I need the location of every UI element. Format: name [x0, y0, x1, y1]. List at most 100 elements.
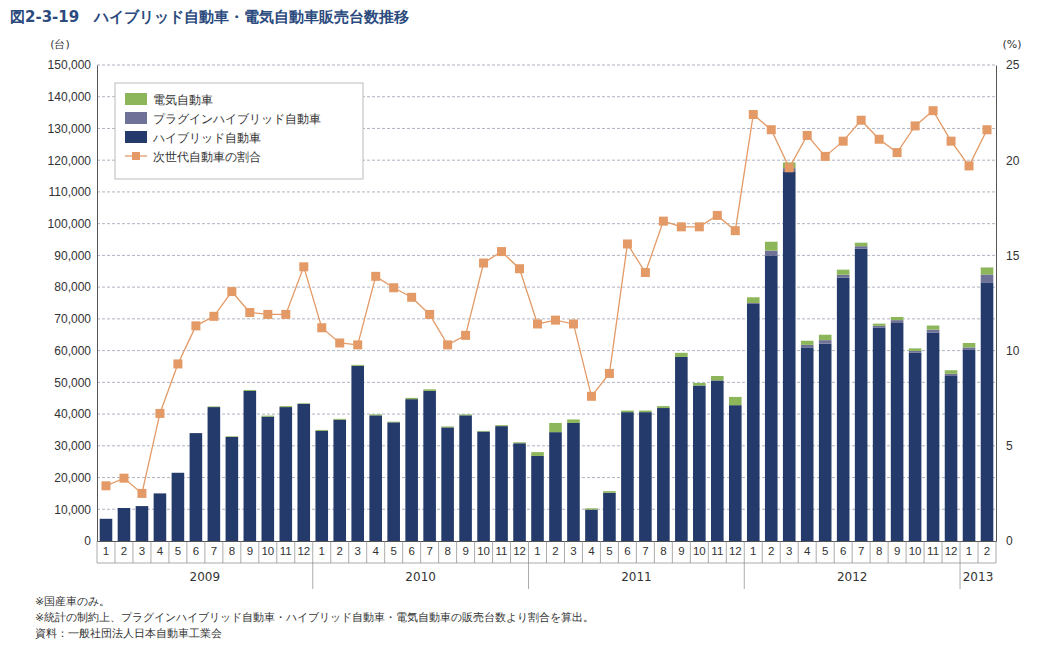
bar	[387, 421, 400, 423]
bar	[315, 431, 328, 541]
cell-separator	[582, 541, 583, 563]
bar	[549, 423, 562, 432]
legend-label: 電気自動車	[153, 93, 213, 107]
cell-separator	[240, 541, 241, 563]
tick: 9	[462, 541, 468, 557]
tick-label: 150,000	[48, 58, 92, 72]
tick: 12	[297, 541, 310, 557]
cell-separator	[528, 541, 529, 563]
marker	[983, 125, 992, 134]
tick-label: 5	[606, 545, 612, 557]
bar	[711, 380, 724, 541]
bar	[909, 351, 922, 353]
tick-label: 1	[750, 545, 756, 557]
bar	[208, 407, 221, 541]
tick-label: 11	[280, 545, 292, 557]
tick-label: 4	[372, 545, 379, 557]
marker	[101, 481, 110, 490]
bar	[567, 419, 580, 422]
tick: 6	[193, 541, 199, 557]
tick: 7	[858, 541, 864, 557]
cell-separator	[942, 541, 943, 563]
tick-label: 6	[193, 545, 199, 557]
tick-label: 2	[121, 545, 127, 557]
bar	[405, 398, 418, 399]
marker	[767, 125, 776, 134]
tick-label: 3	[139, 545, 145, 557]
bar	[729, 405, 742, 541]
bar	[567, 423, 580, 541]
tick: 25	[996, 58, 1020, 72]
cell-separator	[402, 541, 403, 563]
grid-line	[97, 223, 996, 224]
tick: 12	[945, 541, 958, 557]
bar	[369, 415, 382, 541]
tick-label: 2	[984, 545, 990, 557]
marker	[677, 222, 686, 231]
tick-label: 40,000	[54, 407, 91, 421]
tick-label: 4	[588, 545, 595, 557]
tick-label: 4	[804, 545, 811, 557]
tick: 3	[570, 541, 576, 557]
bar	[190, 433, 203, 541]
cell-separator	[708, 541, 709, 563]
bar	[154, 493, 167, 494]
marker	[335, 338, 344, 347]
bar	[244, 389, 257, 391]
tick: 4	[372, 541, 379, 557]
cell-separator	[816, 541, 817, 563]
bar	[477, 432, 490, 541]
tick-label: 7	[211, 545, 217, 557]
x-axis: 1234567891011121234567891011121234567891…	[98, 541, 997, 557]
footnote: ※統計の制約上、プラグインハイブリッド自動車・ハイブリッド自動車・電気自動車の販…	[35, 611, 594, 624]
tick: 110,000	[49, 185, 98, 199]
bar	[315, 429, 328, 431]
tick: 7	[642, 541, 648, 557]
bar	[747, 297, 760, 303]
cell-separator	[186, 541, 187, 563]
legend: 電気自動車プラグインハイブリッド自動車ハイブリッド自動車次世代自動車の割合	[115, 83, 363, 179]
marker	[551, 316, 560, 325]
tick: 1	[534, 541, 540, 557]
cell-separator	[492, 541, 493, 563]
bar	[244, 390, 257, 391]
group-label: 2013	[963, 570, 994, 584]
bar	[981, 267, 994, 274]
bar	[801, 341, 814, 345]
tick: 2	[984, 541, 990, 557]
cell-separator	[654, 541, 655, 563]
tick-label: 80,000	[54, 280, 91, 294]
bar	[351, 364, 364, 366]
bar	[495, 426, 508, 427]
tick: 1	[966, 541, 972, 557]
cell-separator	[150, 541, 151, 563]
tick-label: 9	[894, 545, 900, 557]
bar	[262, 417, 275, 541]
bar	[693, 386, 706, 541]
cell-separator	[114, 541, 115, 563]
tick-label: 25	[1006, 58, 1020, 72]
legend-swatch	[132, 152, 140, 160]
bar	[729, 397, 742, 405]
cell-separator	[276, 541, 277, 563]
bar	[387, 422, 400, 423]
bar	[927, 330, 940, 333]
tick-label: 12	[297, 545, 310, 557]
tick: 12	[513, 541, 526, 557]
tick-label: 10,000	[54, 503, 91, 517]
marker	[353, 340, 362, 349]
tick: 30,000	[54, 439, 97, 453]
marker	[947, 137, 956, 146]
bar	[441, 426, 454, 428]
marker	[281, 310, 290, 319]
bar	[297, 403, 310, 405]
marker	[803, 131, 812, 140]
bar	[513, 443, 526, 444]
bar	[765, 251, 778, 256]
marker	[137, 489, 146, 498]
tick-label: 7	[426, 545, 432, 557]
bar	[603, 491, 616, 493]
cell-separator	[348, 541, 349, 563]
axis-line	[996, 66, 997, 542]
marker	[965, 161, 974, 170]
